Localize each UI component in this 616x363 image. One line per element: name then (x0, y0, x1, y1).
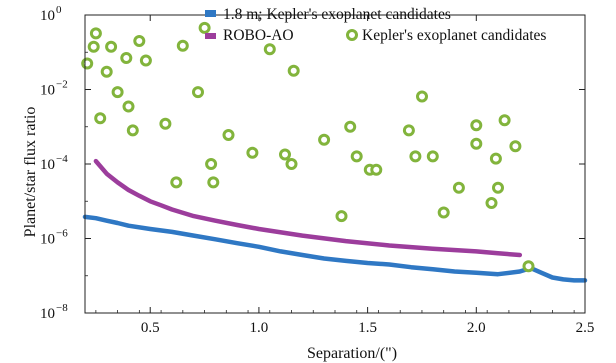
y-tick-exponent: −2 (56, 79, 68, 91)
axes (84, 14, 586, 314)
kepler-candidate-point (170, 176, 183, 189)
kepler-candidate-point (344, 120, 357, 133)
kepler-candidate-point (409, 150, 422, 163)
kepler-candidate-point (198, 21, 211, 34)
x-tick-label: 0.5 (141, 320, 160, 336)
legend: 1.8 m; Kepler's exoplanet candidates ROB… (205, 6, 546, 44)
y-tick-base: 10 (40, 306, 55, 322)
legend-swatch-1-8m (205, 10, 216, 17)
kepler-candidate-point (470, 137, 483, 150)
kepler-candidate-point (452, 181, 465, 194)
y-tick-base: 10 (40, 8, 55, 24)
kepler-candidate-point (287, 64, 300, 77)
kepler-candidate-point (81, 57, 94, 70)
kepler-candidate-point (139, 54, 152, 67)
kepler-candidate-point (437, 206, 450, 219)
x-tick-label: 2.5 (576, 320, 595, 336)
kepler-candidate-point (122, 100, 135, 113)
kepler-candidate-point (416, 90, 428, 103)
kepler-candidate-point (509, 140, 522, 153)
kepler-candidate-point (94, 112, 107, 125)
y-tick-label: 10 0 (40, 4, 62, 24)
y-tick-exponent: −4 (56, 153, 68, 165)
y-tick-exponent: −8 (56, 302, 68, 314)
y-tick-label: 10 −8 (40, 302, 68, 322)
kepler-candidate-point (100, 65, 113, 78)
plot-frame (84, 14, 586, 314)
kepler-candidate-point (285, 158, 298, 170)
x-axis-label: Separation/(") (307, 345, 397, 362)
x-tick-labels: 0.5 1.0 1.5 2.0 2.5 (141, 320, 595, 336)
y-tick-base: 10 (40, 232, 55, 248)
kepler-candidate-point (426, 150, 439, 163)
kepler-candidate-point (111, 86, 124, 99)
kepler-candidate-point (489, 152, 502, 165)
y-tick-label: 10 −6 (40, 228, 68, 248)
kepler-candidate-point (335, 210, 348, 223)
legend-swatch-robo-ao (205, 33, 216, 39)
legend-label-robo-ao: ROBO-AO (223, 27, 294, 44)
x-tick-label: 1.5 (358, 320, 377, 336)
y-tick-base: 10 (40, 83, 55, 99)
legend-label-kepler: Kepler's exoplanet candidates (362, 27, 546, 44)
kepler-candidate-point (263, 43, 276, 56)
kepler-candidate-point (89, 27, 102, 40)
kepler-candidate-point (498, 114, 511, 127)
y-tick-label: 10 −2 (40, 79, 68, 99)
kepler-candidate-point (207, 176, 220, 189)
kepler-candidate-point (159, 117, 172, 130)
kepler-candidate-point (350, 150, 363, 163)
series-line-1-8m (82, 214, 588, 283)
kepler-candidate-point (105, 40, 118, 53)
kepler-candidate-point (470, 119, 483, 132)
x-tick-label: 1.0 (250, 320, 269, 336)
kepler-candidate-point (222, 129, 235, 141)
kepler-candidate-point (133, 35, 146, 47)
kepler-candidate-point (279, 148, 291, 161)
legend-label-1-8m: 1.8 m; Kepler's exoplanet candidates (223, 6, 451, 23)
kepler-candidate-point (120, 52, 133, 64)
y-tick-exponent: −6 (56, 228, 68, 240)
kepler-candidate-point (370, 163, 383, 176)
y-tick-base: 10 (40, 157, 55, 173)
y-tick-exponent: 0 (56, 4, 62, 16)
kepler-candidate-point (205, 158, 218, 170)
kepler-candidate-point (192, 86, 204, 99)
plot-area (81, 21, 588, 283)
kepler-candidate-point (522, 260, 535, 273)
kepler-candidate-point (485, 197, 498, 209)
y-tick-label: 10 −4 (40, 153, 68, 173)
kepler-candidate-point (126, 124, 139, 137)
kepler-candidate-point (87, 40, 100, 53)
x-tick-label: 2.0 (467, 320, 486, 336)
y-axis-label: Planet/star flux ratio (22, 107, 39, 238)
legend-marker-kepler (346, 29, 358, 41)
kepler-candidate-point (492, 181, 504, 194)
kepler-candidate-point (402, 124, 415, 137)
kepler-candidate-point (246, 146, 259, 159)
kepler-candidate-point (318, 133, 331, 146)
kepler-candidate-point (176, 39, 189, 52)
series-line-robo-ao (93, 158, 523, 258)
